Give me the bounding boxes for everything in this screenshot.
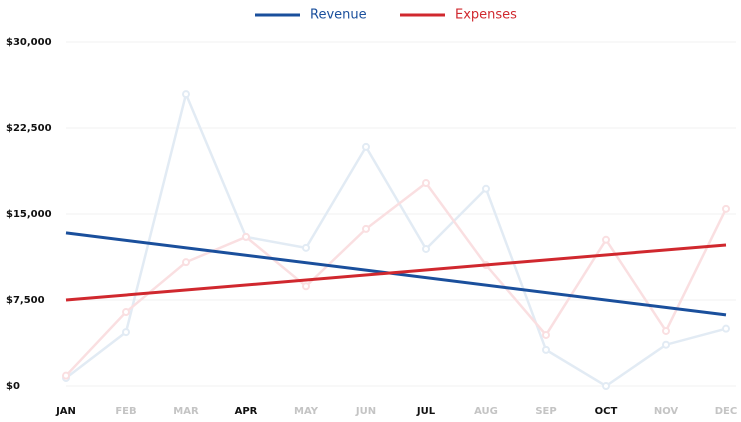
y-tick-label: $22,500 <box>6 123 52 134</box>
x-tick-label: SEP <box>535 406 556 417</box>
y-tick-label: $15,000 <box>6 209 52 220</box>
data-point <box>362 224 370 233</box>
series-line <box>65 181 728 377</box>
x-tick-label: JAN <box>55 406 76 417</box>
x-tick-label: NOV <box>654 406 679 417</box>
x-tick-label: FEB <box>115 406 136 417</box>
y-tick-label: $0 <box>6 381 20 392</box>
x-tick-label: JUN <box>355 406 376 417</box>
data-point <box>542 330 550 339</box>
data-point <box>62 371 70 380</box>
data-point <box>182 258 190 267</box>
x-tick-label: JUL <box>416 406 436 417</box>
legend-label: Expenses <box>455 8 517 23</box>
x-tick-label: MAY <box>294 406 319 417</box>
x-tick-label: MAR <box>173 406 199 417</box>
data-point <box>602 235 610 244</box>
data-point <box>122 328 130 337</box>
y-tick-label: $30,000 <box>6 37 52 48</box>
series-line <box>65 90 727 388</box>
data-point <box>242 232 250 241</box>
legend-label: Revenue <box>310 8 367 23</box>
data-point <box>362 142 370 151</box>
x-tick-label: APR <box>235 406 258 417</box>
trend-line <box>65 243 727 302</box>
data-point <box>722 324 730 333</box>
data-point <box>422 244 430 253</box>
data-point <box>542 345 550 354</box>
data-point <box>422 179 430 188</box>
data-point <box>122 308 130 317</box>
data-point <box>602 382 610 390</box>
data-point <box>182 90 190 99</box>
x-tick-label: DEC <box>715 406 737 417</box>
data-point <box>302 282 310 291</box>
x-tick-label: AUG <box>474 406 498 417</box>
data-point <box>302 243 310 252</box>
data-point <box>662 340 670 349</box>
data-point <box>662 326 670 335</box>
data-point <box>482 184 490 193</box>
y-tick-label: $7,500 <box>6 295 45 306</box>
data-point <box>722 204 730 213</box>
x-tick-label: OCT <box>595 406 618 417</box>
